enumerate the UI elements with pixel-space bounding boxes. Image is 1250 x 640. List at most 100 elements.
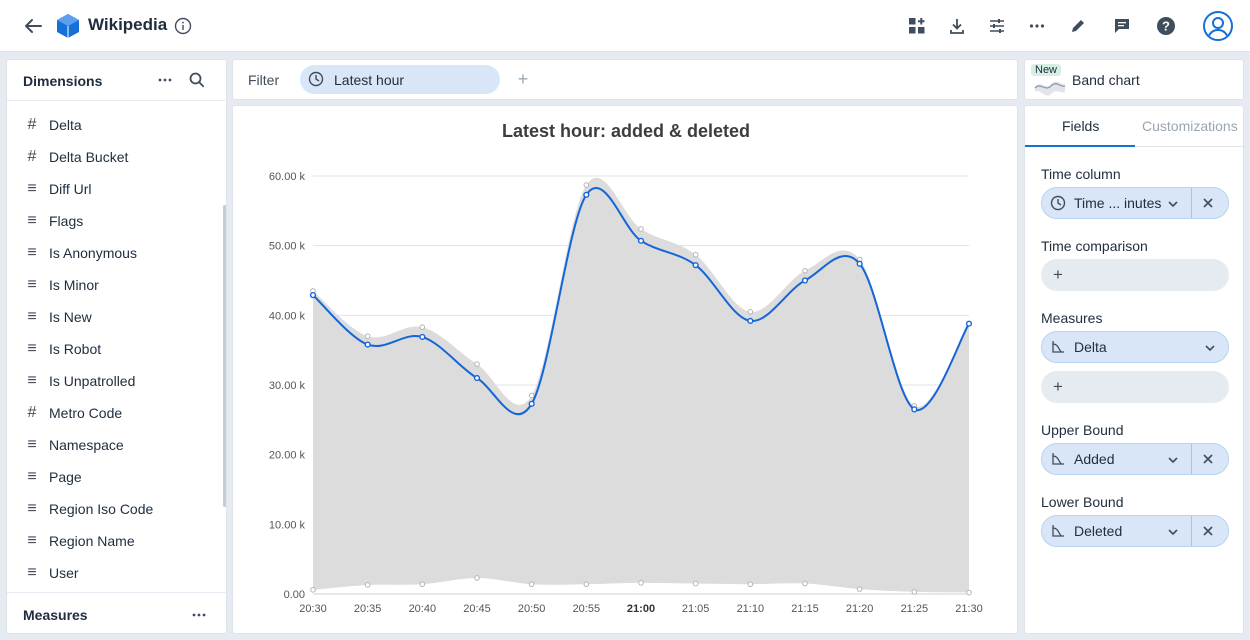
measure-icon — [1050, 523, 1066, 539]
measure-pill-delta[interactable]: Delta — [1041, 331, 1229, 363]
settings-sliders-icon[interactable] — [986, 15, 1008, 37]
text-icon: ≡ — [27, 180, 37, 197]
dimension-item-region-name[interactable]: ≡ Region Name — [7, 532, 222, 564]
dimension-item-namespace[interactable]: ≡ Namespace — [7, 436, 222, 468]
dimensions-scrollbar[interactable] — [223, 205, 226, 507]
y-tick-label: 60.00 k — [269, 171, 306, 183]
dimension-label: Delta Bucket — [49, 149, 129, 165]
x-tick-label: 20:45 — [463, 603, 491, 615]
number-icon: # — [27, 404, 37, 421]
upper-bound-value: Added — [1074, 451, 1115, 467]
dimension-item-is-robot[interactable]: ≡ Is Robot — [7, 340, 222, 372]
filter-bar: Filter Latest hour + — [232, 59, 1018, 100]
dimension-item-is-anonymous[interactable]: ≡ Is Anonymous — [7, 244, 222, 276]
dimension-item-delta[interactable]: # Delta — [7, 116, 222, 148]
upper-bound-point — [583, 182, 590, 188]
x-tick-label: 20:50 — [518, 603, 546, 615]
info-icon[interactable] — [174, 17, 192, 35]
dimension-label: Metro Code — [49, 405, 123, 421]
dimension-label: Delta — [49, 117, 82, 133]
upper-bound-point — [747, 309, 754, 315]
lower-bound-point — [364, 582, 371, 588]
add-widget-icon[interactable] — [906, 15, 928, 37]
edit-icon[interactable] — [1067, 15, 1089, 37]
search-icon[interactable] — [188, 71, 206, 89]
filter-pill-latest-hour[interactable]: Latest hour — [300, 65, 500, 94]
y-tick-label: 40.00 k — [269, 310, 306, 322]
lower-bound-value: Deleted — [1074, 523, 1123, 539]
dimension-item-user[interactable]: ≡ User — [7, 564, 222, 596]
dimensions-more-icon[interactable] — [155, 72, 175, 88]
time-column-pill[interactable]: Time ... inutes — [1041, 187, 1229, 219]
delta-point — [747, 317, 754, 325]
upper-bound-pill[interactable]: Added — [1041, 443, 1229, 475]
dimension-item-page[interactable]: ≡ Page — [7, 468, 222, 500]
remove-upper-bound-icon[interactable] — [1201, 452, 1215, 466]
time-column-label: Time column — [1041, 166, 1121, 182]
chart-panel: Latest hour: added & deleted 0.00 10.00 k… — [232, 105, 1018, 634]
chevron-down-icon[interactable] — [1166, 525, 1180, 539]
dimension-label: Is Anonymous — [49, 245, 137, 261]
dimensions-panel: Dimensions # Delta # Delta Bucket ≡ Diff Ur… — [6, 59, 227, 634]
fields-panel: Fields Customizations Time column Time .… — [1024, 105, 1245, 634]
text-icon: ≡ — [27, 372, 37, 389]
add-filter-button[interactable]: + — [517, 69, 529, 89]
measures-more-icon[interactable] — [189, 607, 209, 623]
help-icon[interactable]: ? — [1155, 15, 1177, 37]
delta-point — [364, 341, 371, 348]
x-tick-label: 20:40 — [409, 603, 437, 615]
dimension-item-region-iso-code[interactable]: ≡ Region Iso Code — [7, 500, 222, 532]
dimension-label: Namespace — [49, 437, 124, 453]
chevron-down-icon[interactable] — [1166, 197, 1180, 211]
remove-lower-bound-icon[interactable] — [1201, 524, 1215, 538]
dimension-item-flags[interactable]: ≡ Flags — [7, 212, 222, 244]
chart-title: Latest hour: added & deleted — [501, 121, 751, 141]
tab-customizations[interactable]: Customizations — [1142, 118, 1238, 134]
upper-bound-point — [474, 361, 480, 367]
text-icon: ≡ — [27, 244, 37, 261]
chevron-down-icon[interactable] — [1166, 453, 1180, 467]
dimension-item-is-new[interactable]: ≡ Is New — [7, 308, 222, 340]
dimension-item-metro-code[interactable]: # Metro Code — [7, 404, 222, 436]
lower-bound-point — [583, 581, 590, 588]
dimension-item-delta-bucket[interactable]: # Delta Bucket — [7, 148, 222, 180]
chevron-down-icon[interactable] — [1203, 341, 1217, 355]
delta-point — [856, 260, 863, 267]
dimension-label: Region Iso Code — [49, 501, 154, 517]
number-icon: # — [27, 148, 37, 165]
dimension-label: User — [49, 565, 79, 581]
time-comparison-label: Time comparison — [1041, 238, 1148, 254]
measures-field-label: Measures — [1041, 310, 1103, 326]
visualization-selector[interactable]: New Band chart — [1024, 59, 1244, 100]
lower-bound-point — [692, 580, 699, 587]
lower-bound-point — [638, 580, 644, 586]
measures-title: Measures — [23, 607, 88, 623]
filter-pill-label: Latest hour — [334, 72, 405, 88]
remove-time-column-icon[interactable] — [1201, 196, 1215, 210]
download-icon[interactable] — [946, 15, 968, 37]
delta-point — [419, 333, 426, 341]
delta-point — [473, 374, 481, 382]
add-measure-button[interactable]: + — [1041, 371, 1229, 403]
lower-bound-pill[interactable]: Deleted — [1041, 515, 1229, 547]
text-icon: ≡ — [27, 564, 37, 581]
more-icon[interactable] — [1026, 15, 1048, 37]
user-avatar-icon[interactable] — [1203, 11, 1233, 41]
dimension-item-is-minor[interactable]: ≡ Is Minor — [7, 276, 222, 308]
app-title: Wikipedia — [88, 15, 168, 34]
active-tab-indicator — [1025, 145, 1135, 147]
add-time-comparison-button[interactable]: + — [1041, 259, 1229, 291]
lower-bound-point — [966, 589, 972, 596]
dimensions-header: Dimensions — [7, 60, 226, 101]
x-tick-label: 21:10 — [737, 603, 765, 615]
lower-bound-point — [474, 575, 480, 581]
back-arrow-icon[interactable] — [22, 15, 44, 37]
plus-icon: + — [1053, 377, 1063, 396]
delta-point — [637, 237, 645, 244]
lower-bound-point — [419, 581, 426, 588]
upper-bound-point — [692, 251, 699, 258]
comment-icon[interactable] — [1111, 15, 1133, 37]
dimension-item-is-unpatrolled[interactable]: ≡ Is Unpatrolled — [7, 372, 222, 404]
tab-fields[interactable]: Fields — [1062, 118, 1100, 134]
dimension-item-diff-url[interactable]: ≡ Diff Url — [7, 180, 222, 212]
